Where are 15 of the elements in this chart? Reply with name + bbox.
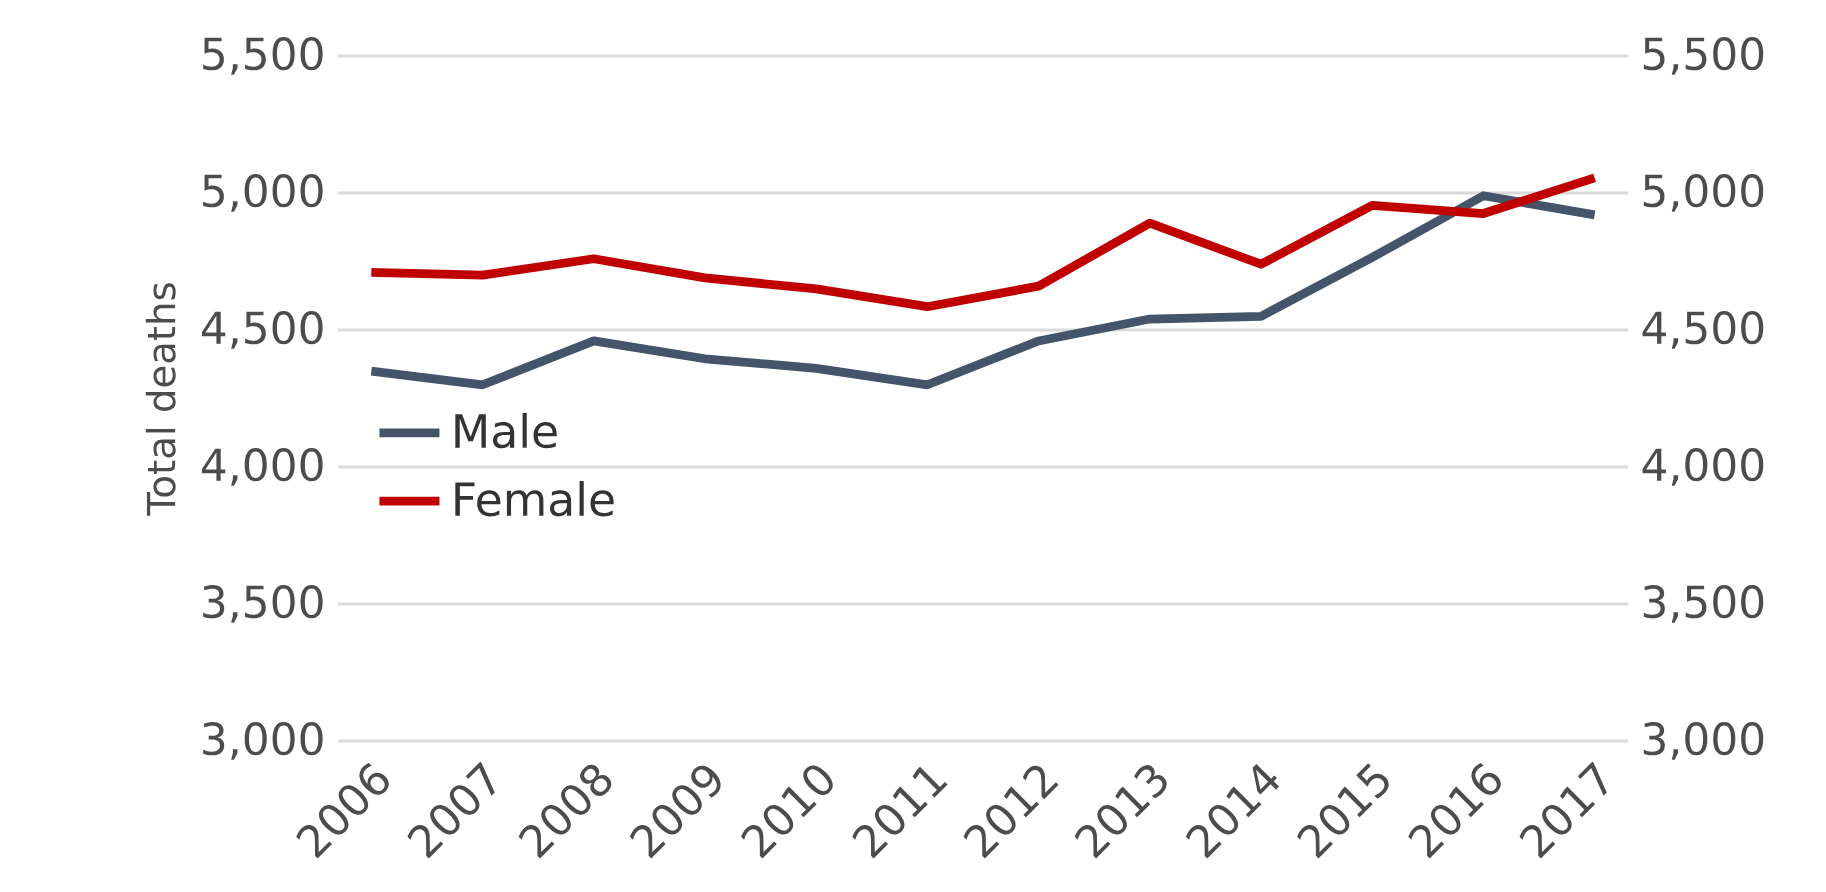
legend-label: Male xyxy=(455,412,557,449)
y2-tick-label: 3,500 xyxy=(1643,585,1764,623)
y2-tick-label: 5,500 xyxy=(1643,37,1764,75)
y2-tick-label: 5,000 xyxy=(1643,174,1764,212)
y-tick-label: 4,500 xyxy=(201,311,323,349)
y2-tick-label: 4,500 xyxy=(1642,311,1764,349)
y-tick-label: 5,000 xyxy=(203,174,323,212)
y-tick-label: 3,000 xyxy=(203,722,323,760)
y2-tick-label: 4,000 xyxy=(1642,448,1764,486)
y2-tick-label: 3,000 xyxy=(1643,722,1764,760)
y-axis-title: Total deaths xyxy=(145,283,176,516)
y-tick-label: 3,500 xyxy=(203,585,323,623)
y-tick-label: 5,500 xyxy=(203,37,323,75)
y-tick-label: 4,000 xyxy=(201,448,323,486)
legend-label: Female xyxy=(455,481,614,517)
